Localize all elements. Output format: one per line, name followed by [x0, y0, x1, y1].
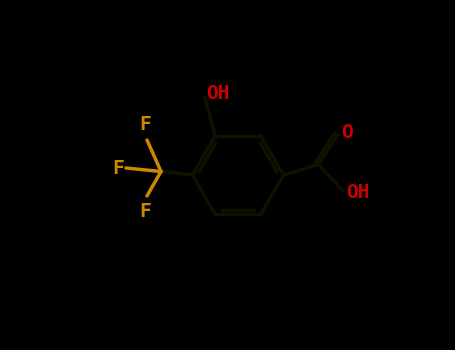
Text: F: F — [139, 202, 151, 221]
Text: OH: OH — [346, 183, 369, 202]
Text: OH: OH — [207, 84, 230, 103]
Text: O: O — [341, 124, 353, 142]
Text: F: F — [139, 115, 151, 134]
Text: F: F — [112, 159, 124, 177]
